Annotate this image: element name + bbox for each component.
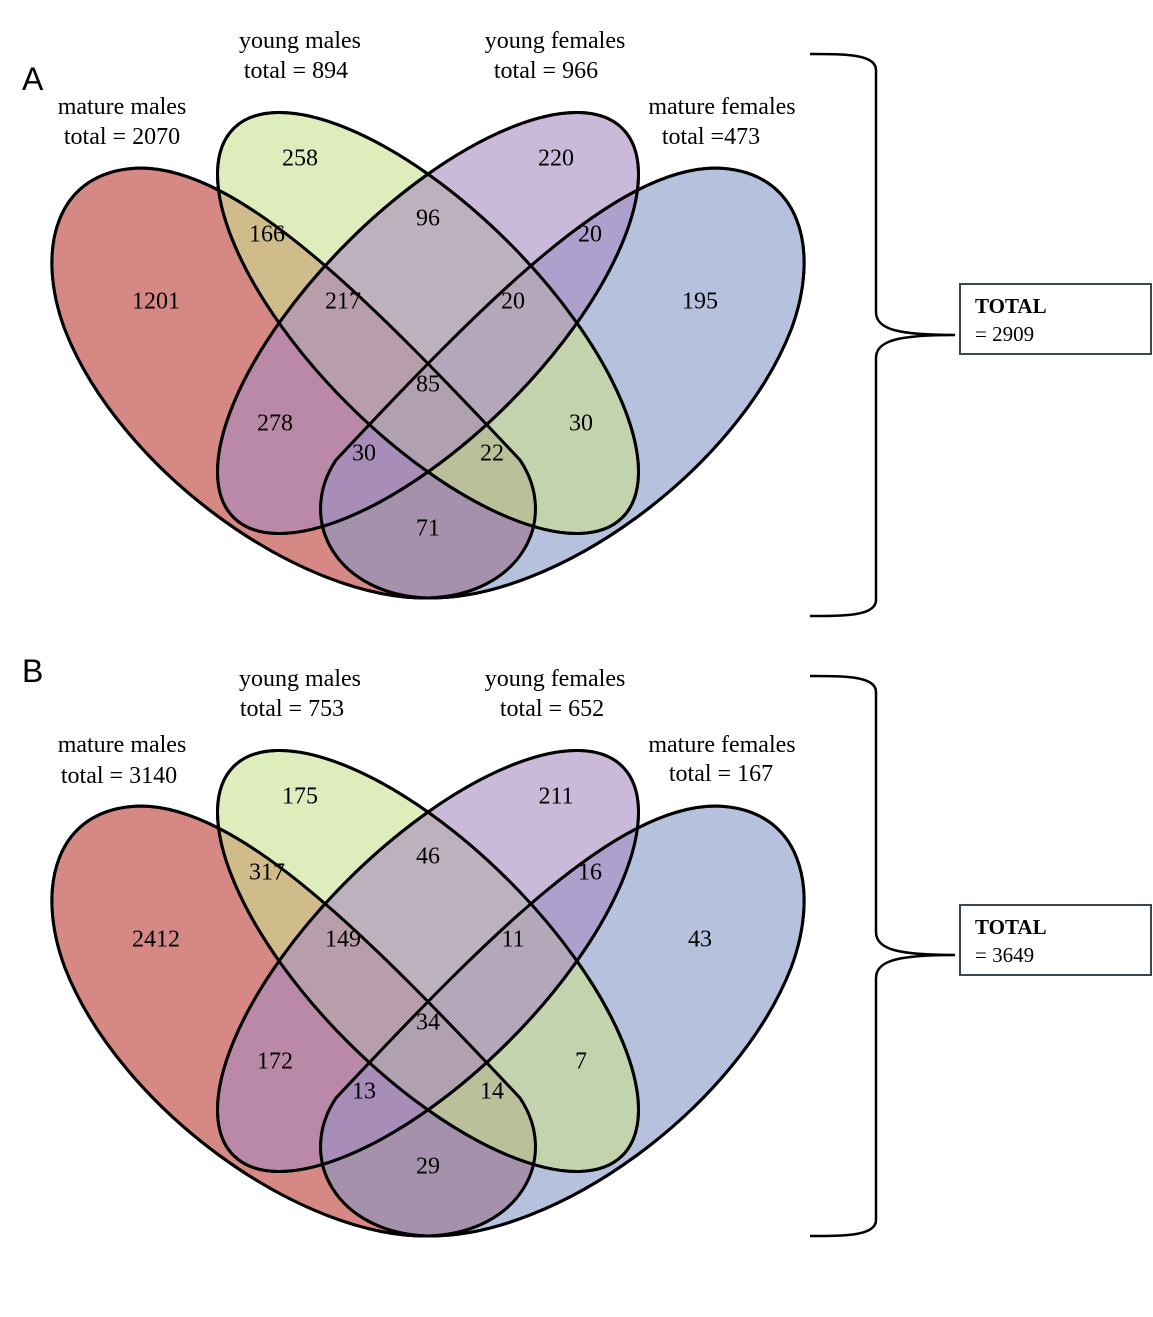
total-mature-males: total = 3140 bbox=[61, 763, 177, 789]
total-label-a: TOTAL bbox=[975, 294, 1047, 318]
total-young-females: total = 652 bbox=[500, 696, 604, 722]
region-mm-ym-yf: 217 bbox=[325, 289, 361, 315]
panel-a: A young males total = 894 young females … bbox=[22, 28, 1152, 618]
total-mature-males: total = 2070 bbox=[64, 124, 180, 150]
region-mm-yf-mf: 13 bbox=[352, 1079, 376, 1105]
region-yf-mf: 20 bbox=[578, 222, 602, 248]
total-mature-females: total =473 bbox=[662, 124, 760, 150]
label-young-females: young females bbox=[485, 28, 626, 54]
total-young-females: total = 966 bbox=[494, 58, 598, 84]
brace-a bbox=[809, 52, 956, 618]
region-mf: 43 bbox=[688, 927, 712, 953]
region-ym-mf: 30 bbox=[569, 411, 593, 437]
region-ym-yf: 46 bbox=[416, 844, 440, 870]
region-mm: 2412 bbox=[132, 927, 180, 953]
region-ym: 175 bbox=[282, 784, 318, 810]
label-mature-males: mature males bbox=[58, 732, 187, 758]
total-value-a: = 2909 bbox=[975, 322, 1034, 346]
label-young-males: young males bbox=[239, 666, 361, 692]
region-yf: 211 bbox=[538, 784, 573, 810]
region-mf: 195 bbox=[682, 289, 718, 315]
region-ym-yf: 96 bbox=[416, 206, 440, 232]
total-young-males: total = 894 bbox=[244, 58, 348, 84]
region-mm-yf: 172 bbox=[257, 1049, 293, 1075]
region-ym-yf-mf: 20 bbox=[501, 289, 525, 315]
region-mm-mf: 71 bbox=[416, 516, 440, 542]
region-mm-ym-mf: 22 bbox=[480, 441, 504, 467]
region-all: 85 bbox=[416, 372, 440, 398]
region-yf-mf: 16 bbox=[578, 860, 602, 886]
panel-b: B young males total = 753 young females … bbox=[22, 653, 1152, 1238]
label-young-males: young males bbox=[239, 28, 361, 54]
region-all: 34 bbox=[416, 1010, 440, 1036]
label-mature-females: mature females bbox=[648, 94, 795, 120]
region-mm-yf: 278 bbox=[257, 411, 293, 437]
label-mature-males: mature males bbox=[58, 94, 187, 120]
region-ym: 258 bbox=[282, 146, 318, 172]
region-ym-mf: 7 bbox=[575, 1049, 587, 1075]
total-label-b: TOTAL bbox=[975, 915, 1047, 939]
region-ym-yf-mf: 11 bbox=[501, 927, 524, 953]
total-box-b bbox=[959, 904, 1152, 976]
total-young-males: total = 753 bbox=[240, 696, 344, 722]
region-mm-yf-mf: 30 bbox=[352, 441, 376, 467]
region-mm-ym: 317 bbox=[249, 860, 285, 886]
total-mature-females: total = 167 bbox=[669, 761, 773, 787]
region-mm-ym-yf: 149 bbox=[325, 927, 361, 953]
region-counts-a: 258 220 166 96 20 1201 217 20 195 85 278… bbox=[132, 146, 718, 542]
region-mm: 1201 bbox=[132, 289, 180, 315]
panel-a-letter: A bbox=[22, 61, 44, 97]
region-mm-ym: 166 bbox=[249, 222, 285, 248]
region-yf: 220 bbox=[538, 146, 574, 172]
region-mm-mf: 29 bbox=[416, 1154, 440, 1180]
panel-b-letter: B bbox=[22, 653, 43, 689]
region-mm-ym-mf: 14 bbox=[480, 1079, 504, 1105]
brace-b bbox=[809, 674, 956, 1238]
total-box-a bbox=[959, 283, 1152, 355]
label-young-females: young females bbox=[485, 666, 626, 692]
total-value-b: = 3649 bbox=[975, 943, 1034, 967]
label-mature-females: mature females bbox=[648, 732, 795, 758]
region-counts-b: 175 211 317 46 16 2412 149 11 43 34 172 … bbox=[132, 784, 712, 1180]
